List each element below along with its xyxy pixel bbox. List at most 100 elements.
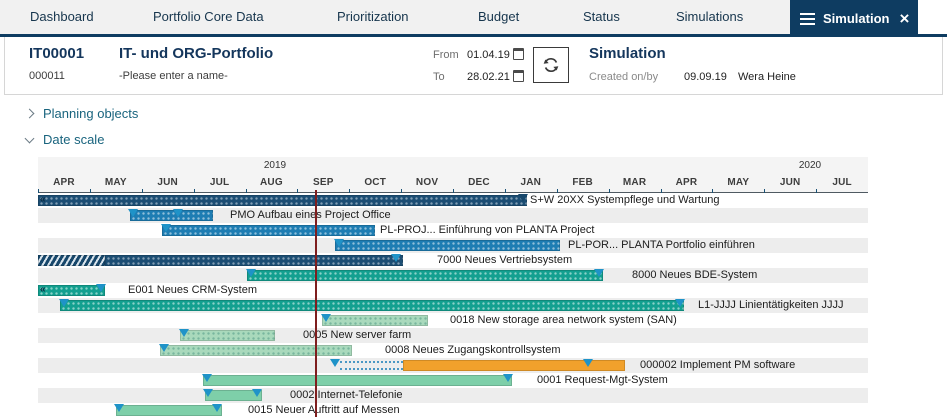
portfolio-code: 000011	[29, 70, 65, 82]
month-label: JUN	[141, 175, 194, 193]
nav-tab-status[interactable]: Status	[583, 9, 620, 24]
milestone-marker[interactable]	[583, 359, 593, 367]
month-row: APR MAY JUN JUL AUG SEP OCT NOV DEC JAN FEB MAR APR M…	[38, 175, 868, 193]
chevron-right-icon	[24, 108, 35, 119]
gantt-bar-label: 000002 Implement PM software	[640, 359, 796, 371]
tab-simulation-active[interactable]: Simulation ×	[790, 0, 918, 37]
gantt-row: PL-POR... PLANTA Portfolio einführen	[38, 238, 868, 253]
gantt-row: PL-PROJ... Einführung von PLANTA Project	[38, 223, 868, 238]
month-label: OCT	[349, 175, 401, 193]
month-label: MAR	[608, 175, 661, 193]
gantt-bar[interactable]	[60, 300, 684, 311]
menu-icon[interactable]	[800, 12, 815, 25]
milestone-marker[interactable]	[391, 254, 401, 262]
milestone-marker[interactable]	[334, 239, 344, 247]
month-label: NOV	[401, 175, 453, 193]
month-label: JUL	[816, 175, 868, 193]
milestone-marker[interactable]	[128, 209, 138, 217]
nav-spacer	[918, 0, 947, 34]
calendar-icon[interactable]	[513, 48, 524, 60]
milestone-marker[interactable]	[202, 374, 212, 382]
gantt-bar-label: PL-PROJ... Einführung von PLANTA Project	[380, 224, 595, 236]
close-tab-icon[interactable]: ×	[899, 9, 910, 28]
month-label: JAN	[504, 175, 557, 193]
milestone-marker[interactable]	[114, 404, 124, 412]
gantt-bar-label: 0015 Neuer Auftritt auf Messen	[248, 404, 400, 416]
portfolio-title[interactable]: IT- und ORG-Portfolio	[119, 45, 274, 62]
gantt-bar[interactable]: «	[38, 194, 527, 206]
bar-end-marker	[594, 269, 604, 277]
milestone-marker[interactable]	[59, 299, 69, 307]
gantt-bar[interactable]	[105, 255, 403, 266]
gantt-bar-label: L1-JJJJ Linientätigkeiten JJJJ	[698, 299, 844, 311]
gantt-bar[interactable]	[162, 225, 375, 236]
nav-tab-budget[interactable]: Budget	[478, 9, 520, 24]
continues-left-icon: «	[40, 284, 45, 295]
gantt-bar-label: 0018 New storage area network system (SA…	[450, 314, 677, 326]
gantt-row: « E001 Neues CRM-System	[38, 283, 868, 298]
gantt-row: 0018 New storage area network system (SA…	[38, 313, 868, 328]
gantt-bar[interactable]	[340, 361, 403, 370]
created-by: Wera Heine	[738, 71, 796, 83]
milestone-marker[interactable]	[179, 329, 189, 337]
from-date-field[interactable]: 01.04.19	[467, 49, 510, 61]
calendar-icon[interactable]	[513, 70, 524, 82]
section-planning-objects[interactable]: Planning objects	[24, 106, 138, 121]
portfolio-header-panel: IT00001 000011 IT- und ORG-Portfolio -Pl…	[4, 37, 943, 95]
milestone-marker[interactable]	[212, 404, 222, 412]
gantt-bar[interactable]	[203, 375, 512, 386]
milestone-marker[interactable]	[252, 389, 262, 397]
gantt-bar[interactable]	[38, 255, 105, 266]
gantt-timeline-header: 2019 2020 APR MAY JUN JUL AUG SEP OCT NOV DEC JAN F…	[38, 157, 868, 193]
bar-end-marker	[675, 299, 685, 307]
nav-tab-dashboard[interactable]: Dashboard	[30, 9, 94, 24]
gantt-bar[interactable]	[205, 390, 262, 401]
refresh-button[interactable]	[533, 47, 569, 83]
month-label: APR	[38, 175, 90, 193]
gantt-bar[interactable]	[322, 315, 428, 326]
gantt-bar[interactable]	[403, 360, 625, 371]
portfolio-id: IT00001	[29, 45, 85, 62]
nav-tab-simulations[interactable]: Simulations	[676, 9, 744, 24]
gantt-bar[interactable]	[160, 345, 352, 356]
gantt-row: 8000 Neues BDE-System	[38, 268, 868, 283]
gantt-bar-label: 0002 Internet-Telefonie	[290, 389, 403, 401]
milestone-marker[interactable]	[330, 359, 340, 367]
created-date: 09.09.19	[684, 71, 727, 83]
milestone-marker[interactable]	[203, 389, 213, 397]
today-line	[315, 190, 317, 417]
milestone-marker[interactable]	[159, 344, 169, 352]
gantt-bar[interactable]	[247, 270, 603, 281]
milestone-marker[interactable]	[321, 314, 331, 322]
bar-end-marker	[96, 284, 106, 292]
nav-tab-portfolio-core-data[interactable]: Portfolio Core Data	[153, 9, 264, 24]
gantt-row: 0002 Internet-Telefonie	[38, 388, 868, 403]
gantt-bar[interactable]	[335, 240, 560, 251]
gantt-row: PMO Aufbau eines Project Office	[38, 208, 868, 223]
month-label: DEC	[453, 175, 505, 193]
to-date-field[interactable]: 28.02.21	[467, 71, 510, 83]
year-label: 2020	[798, 160, 822, 171]
gantt-row: 7000 Neues Vertriebsystem	[38, 253, 868, 268]
gantt-bar[interactable]: «	[38, 284, 105, 296]
gantt-bar-label: 8000 Neues BDE-System	[632, 269, 758, 281]
nav-tab-prioritization[interactable]: Prioritization	[337, 9, 409, 24]
gantt-bar-label: PMO Aufbau eines Project Office	[230, 209, 391, 221]
milestone-marker[interactable]	[161, 224, 171, 232]
gantt-row: « S+W 20XX Systempflege und Wartung	[38, 193, 868, 208]
gantt-bar-label: 0008 Neues Zugangskontrollsystem	[385, 344, 561, 356]
gantt-bar-label: E001 Neues CRM-System	[128, 284, 257, 296]
gantt-bar-label: 0005 New server farm	[303, 329, 412, 341]
gantt-body: « S+W 20XX Systempflege und Wartung PMO Au…	[38, 190, 868, 417]
gantt-bar[interactable]	[130, 210, 213, 221]
milestone-marker[interactable]	[173, 209, 183, 217]
section-date-scale[interactable]: Date scale	[24, 132, 104, 147]
portfolio-name-placeholder[interactable]: -Please enter a name-	[119, 70, 228, 82]
gantt-bar-label: 0001 Request-Mgt-System	[537, 374, 668, 386]
gantt-chart: 2019 2020 APR MAY JUN JUL AUG SEP OCT NOV DEC JAN F…	[38, 157, 868, 417]
gantt-bar-label: PL-POR... PLANTA Portfolio einführen	[568, 239, 755, 251]
milestone-marker[interactable]	[246, 269, 256, 277]
gantt-bar[interactable]	[180, 330, 275, 341]
gantt-bar[interactable]	[116, 405, 222, 416]
